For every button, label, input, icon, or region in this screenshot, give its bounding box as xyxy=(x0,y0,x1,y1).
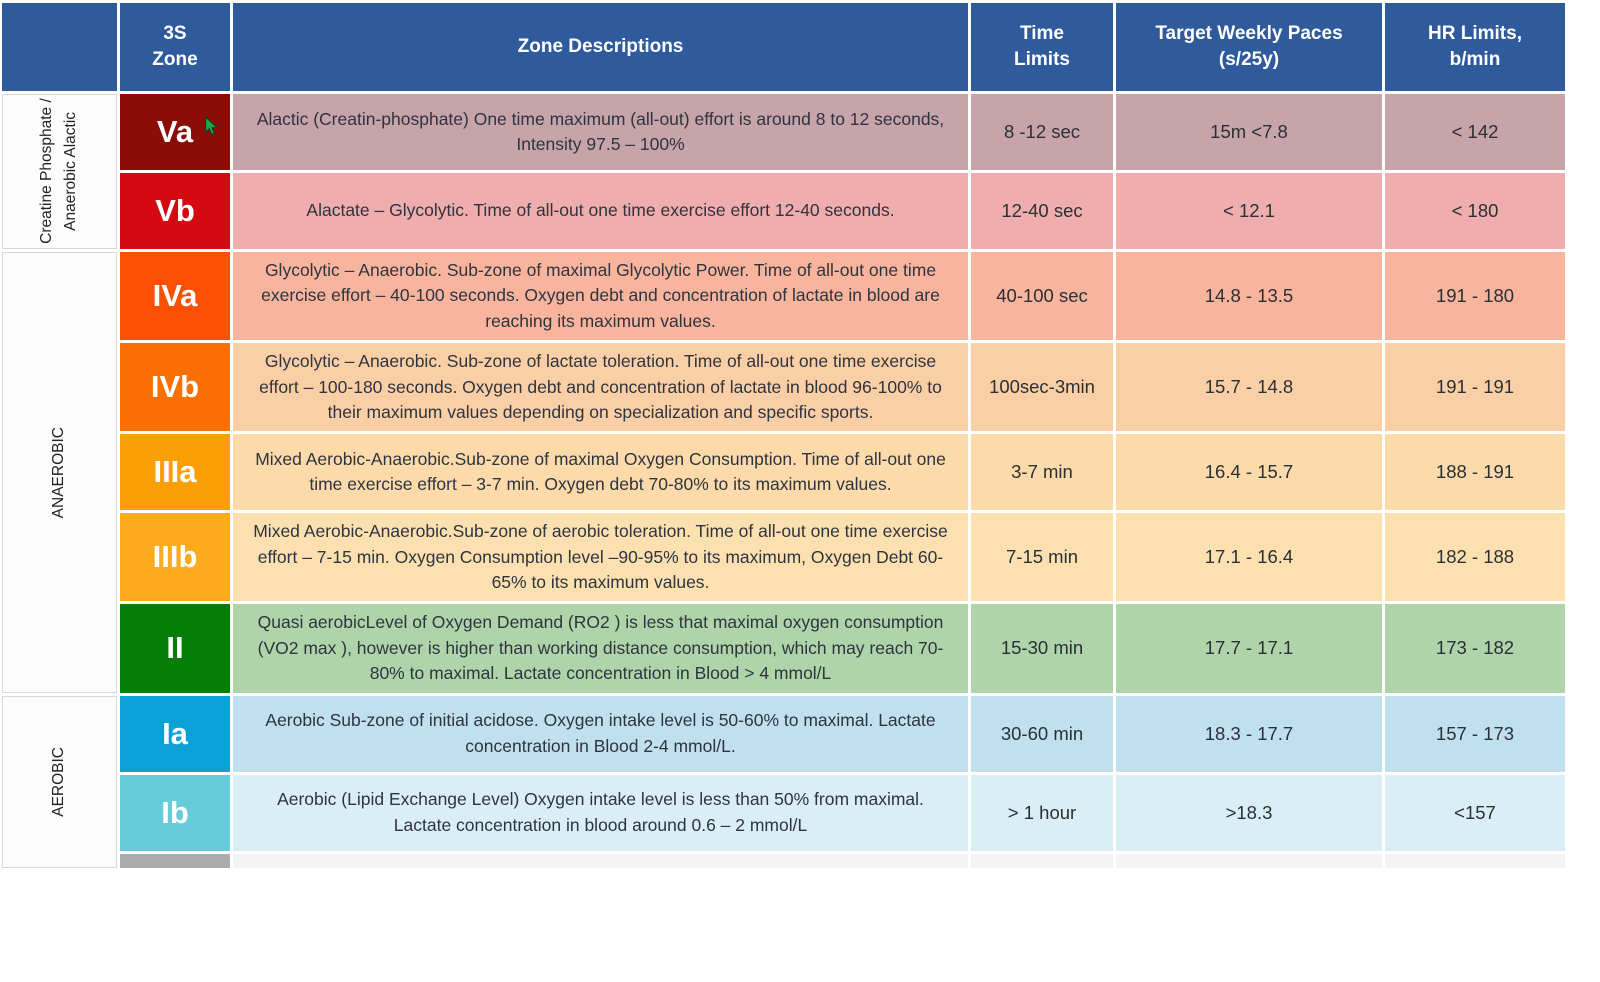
hr-limit-value: 191 - 180 xyxy=(1385,252,1565,341)
zone-description: Mixed Aerobic-Anaerobic.Sub-zone of maxi… xyxy=(233,434,968,511)
target-pace-value: 15m <7.8 xyxy=(1116,94,1382,170)
time-limit-value: > 1 hour xyxy=(971,774,1113,851)
category-anaerobic: ANAEROBIC xyxy=(2,252,117,693)
category-aerobic: AEROBIC xyxy=(2,695,117,868)
zone-label-IVa: IVa xyxy=(120,252,230,341)
target-pace-value: 18.3 - 17.7 xyxy=(1116,695,1382,772)
partial-hr-cell xyxy=(1385,853,1565,868)
category-label: Creatine Phosphate / Anaerobic Alactic xyxy=(38,98,80,245)
hr-limit-value: < 142 xyxy=(1385,94,1565,170)
zone-description: Quasi aerobicLevel of Oxygen Demand (RO2… xyxy=(233,604,968,693)
time-limit-value: 30-60 min xyxy=(971,695,1113,772)
target-pace-value: < 12.1 xyxy=(1116,173,1382,249)
header-target-weekly-paces: Target Weekly Paces (s/25y) xyxy=(1116,3,1382,91)
zone-description: Glycolytic – Anaerobic. Sub-zone of lact… xyxy=(233,343,968,432)
target-pace-value: 16.4 - 15.7 xyxy=(1116,434,1382,511)
zone-description: Glycolytic – Anaerobic. Sub-zone of maxi… xyxy=(233,252,968,341)
time-limit-value: 3-7 min xyxy=(971,434,1113,511)
category-label: AEROBIC xyxy=(50,746,68,817)
target-pace-value: 17.1 - 16.4 xyxy=(1116,513,1382,602)
header-zone-descriptions: Zone Descriptions xyxy=(233,3,968,91)
partial-description-cell xyxy=(233,853,968,868)
time-limit-value: 40-100 sec xyxy=(971,252,1113,341)
time-limit-value: 12-40 sec xyxy=(971,173,1113,249)
zone-label-Va: Va xyxy=(120,94,230,170)
target-pace-value: 15.7 - 14.8 xyxy=(1116,343,1382,432)
zone-label-Ib: Ib xyxy=(120,774,230,851)
training-zones-table: 3S Zone Zone Descriptions Time Limits Ta… xyxy=(2,3,1568,868)
time-limit-value: 7-15 min xyxy=(971,513,1113,602)
hr-limit-value: 182 - 188 xyxy=(1385,513,1565,602)
hr-limit-value: <157 xyxy=(1385,774,1565,851)
zone-label-IIIa: IIIa xyxy=(120,434,230,511)
header-hr-limits: HR Limits, b/min xyxy=(1385,3,1565,91)
zone-description: Aerobic (Lipid Exchange Level) Oxygen in… xyxy=(233,774,968,851)
time-limit-value: 100sec-3min xyxy=(971,343,1113,432)
zone-description: Alactate – Glycolytic. Time of all-out o… xyxy=(233,173,968,249)
header-time-limits: Time Limits xyxy=(971,3,1113,91)
category-creatine-phosphate-anaerobic-alactic: Creatine Phosphate / Anaerobic Alactic xyxy=(2,94,117,249)
header-zone: 3S Zone xyxy=(120,3,230,91)
target-pace-value: >18.3 xyxy=(1116,774,1382,851)
hr-limit-value: 173 - 182 xyxy=(1385,604,1565,693)
zone-label-IVb: IVb xyxy=(120,343,230,432)
hr-limit-value: 157 - 173 xyxy=(1385,695,1565,772)
zone-label-Vb: Vb xyxy=(120,173,230,249)
zone-label-Ia: Ia xyxy=(120,695,230,772)
partial-zone-cell xyxy=(120,853,230,868)
partial-pace-cell xyxy=(1116,853,1382,868)
target-pace-value: 14.8 - 13.5 xyxy=(1116,252,1382,341)
time-limit-value: 8 -12 sec xyxy=(971,94,1113,170)
partial-time-cell xyxy=(971,853,1113,868)
hr-limit-value: 191 - 191 xyxy=(1385,343,1565,432)
zone-description: Alactic (Creatin-phosphate) One time max… xyxy=(233,94,968,170)
zone-description: Mixed Aerobic-Anaerobic.Sub-zone of aero… xyxy=(233,513,968,602)
category-label: ANAEROBIC xyxy=(50,426,68,518)
hr-limit-value: 188 - 191 xyxy=(1385,434,1565,511)
zone-description: Aerobic Sub-zone of initial acidose. Oxy… xyxy=(233,695,968,772)
target-pace-value: 17.7 - 17.1 xyxy=(1116,604,1382,693)
time-limit-value: 15-30 min xyxy=(971,604,1113,693)
zone-label-IIIb: IIIb xyxy=(120,513,230,602)
hr-limit-value: < 180 xyxy=(1385,173,1565,249)
zone-label-II: II xyxy=(120,604,230,693)
header-category-spacer xyxy=(2,3,117,91)
